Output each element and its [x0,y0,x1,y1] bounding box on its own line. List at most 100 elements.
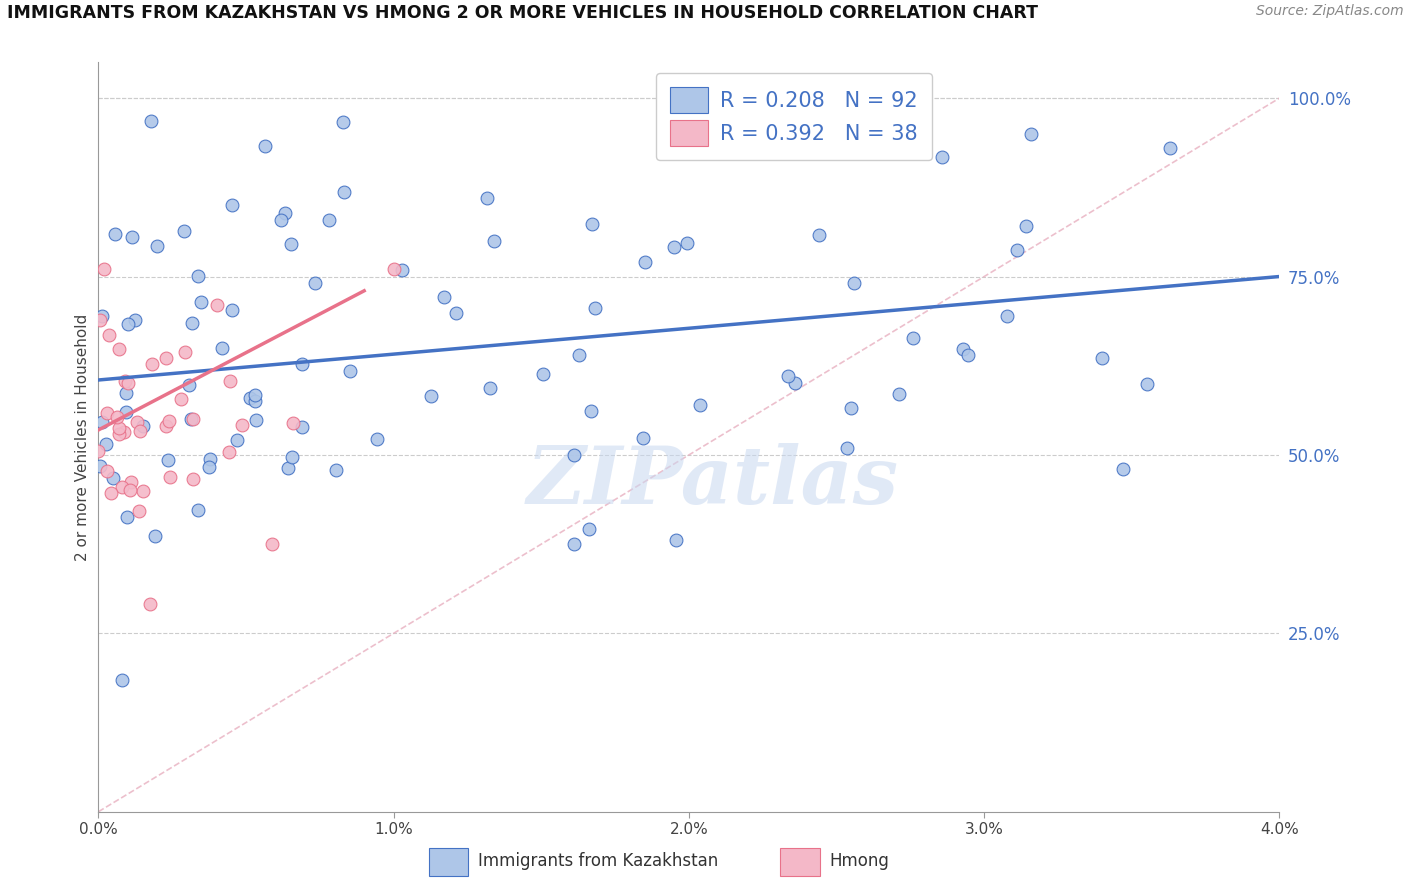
Point [173,344,195,359]
Point [205,298,228,312]
Text: ZIPatlas: ZIPatlas [526,443,898,521]
Point [117,510,139,524]
Point [254,139,277,153]
Point [145,239,167,253]
Point [889,386,911,401]
Point [96,406,118,420]
Point [108,342,131,356]
Point [173,224,195,238]
Point [931,150,953,164]
Point [778,368,800,383]
Point [117,317,139,331]
Point [634,255,657,269]
Point [807,227,830,242]
Point [444,306,467,320]
Point [105,409,128,424]
Point [531,367,554,381]
Point [187,268,209,283]
Point [219,374,242,388]
Point [391,263,413,277]
Point [1136,376,1159,391]
Point [96,437,118,451]
Point [583,301,606,315]
Point [157,453,180,467]
Text: Source: ZipAtlas.com: Source: ZipAtlas.com [1256,4,1403,19]
Point [143,529,166,543]
Point [112,425,135,439]
Point [291,357,314,371]
Point [239,391,262,405]
Point [581,404,603,418]
Point [125,415,148,429]
Point [139,597,162,611]
Point [108,426,131,441]
Y-axis label: 2 or more Vehicles in Household: 2 or more Vehicles in Household [75,313,90,561]
Point [420,388,443,402]
Point [131,419,153,434]
Point [118,483,141,498]
Point [108,421,131,435]
Point [780,112,803,126]
Point [132,483,155,498]
Point [91,310,114,324]
Point [221,303,243,318]
Point [128,503,150,517]
Point [89,313,111,327]
Legend: R = 0.208   N = 92, R = 0.392   N = 38: R = 0.208 N = 92, R = 0.392 N = 38 [655,73,932,161]
Point [562,537,585,551]
Point [291,420,314,434]
Point [318,213,340,227]
Point [842,277,865,291]
Point [155,351,177,365]
Point [270,212,292,227]
Point [325,463,347,477]
Point [304,277,326,291]
Point [280,450,302,465]
Point [93,262,115,277]
Point [482,235,505,249]
Text: Immigrants from Kazakhstan: Immigrants from Kazakhstan [478,852,718,870]
Point [382,262,405,277]
Point [181,412,204,426]
Point [332,185,354,199]
Point [477,191,499,205]
Point [187,503,209,517]
Point [226,434,249,448]
Point [952,343,974,357]
Point [901,331,924,345]
Point [245,413,267,427]
Point [155,418,177,433]
Point [231,418,253,433]
Point [581,217,603,231]
Text: Hmong: Hmong [830,852,890,870]
Point [675,236,697,251]
FancyBboxPatch shape [429,848,468,876]
Point [562,448,585,462]
Point [243,387,266,401]
Point [180,412,202,426]
Point [114,386,136,401]
Point [111,673,134,687]
Point [243,394,266,409]
Point [141,357,163,371]
Point [104,227,127,241]
Point [1159,141,1181,155]
Point [103,471,125,485]
Point [181,473,204,487]
Point [664,533,686,547]
Point [339,364,361,378]
Point [479,381,502,395]
Point [260,537,283,551]
Point [180,316,202,330]
Point [662,240,685,254]
Point [197,460,219,475]
Point [281,416,304,430]
Point [115,405,138,419]
Point [200,451,222,466]
Point [111,480,134,494]
Point [433,290,456,304]
Point [1112,462,1135,476]
FancyBboxPatch shape [780,848,820,876]
Point [91,415,114,429]
Point [277,461,299,475]
